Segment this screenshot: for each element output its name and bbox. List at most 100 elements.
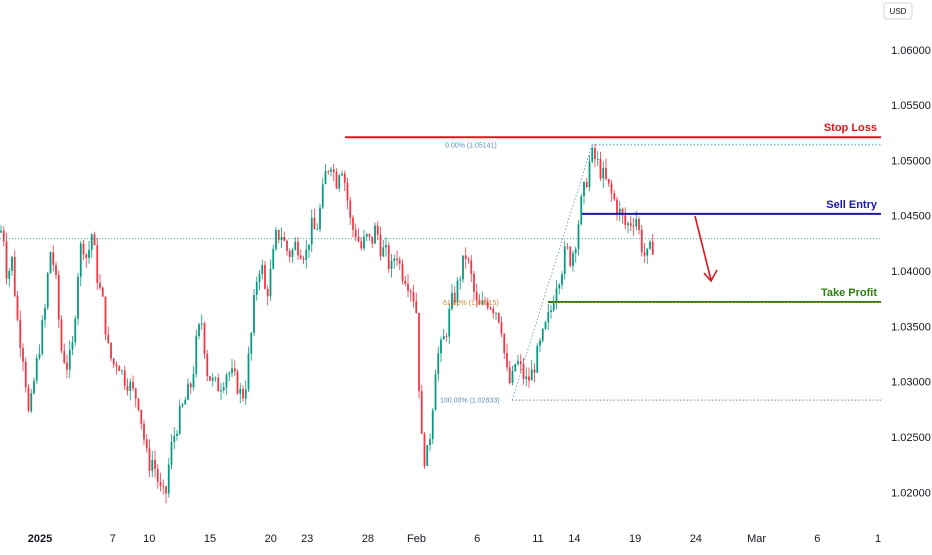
candle [239,382,242,404]
candle [407,274,409,298]
candle [451,283,453,312]
candle [156,463,159,489]
candle [93,231,96,246]
y-tick-label: 1.03500 [891,321,931,333]
candle [46,271,49,310]
candle [649,239,651,250]
candle [244,380,247,405]
candle [187,378,189,401]
x-tick-label: 6 [474,533,480,545]
candle [319,203,321,233]
candle [462,255,464,283]
candle [225,372,228,395]
y-tick-label: 1.02500 [891,432,931,444]
candle [233,360,236,376]
candle [137,397,140,412]
candle [327,169,330,175]
candle [528,367,530,388]
candle [121,369,123,375]
x-tick-label: 1 [875,533,881,545]
candle [27,384,30,413]
currency-button[interactable]: USD [883,2,913,20]
candle [101,286,104,297]
candle [261,259,264,280]
fib-level-label: 100.00% (1.02833) [440,398,500,405]
candle [470,254,473,283]
candle [503,333,506,360]
candle [88,241,90,264]
candle [148,439,151,478]
candle [77,272,79,326]
candle [324,164,327,185]
candle [541,327,544,343]
candle [434,369,437,411]
candle [357,228,360,243]
candle [110,342,112,362]
time-axis: 2025 7 10 15 20 23 28 Feb 6 11 14 19 24 Mar 6 1 [28,533,881,545]
candle [640,225,643,257]
candle [192,366,195,391]
candle [178,399,181,436]
candle [382,239,385,258]
y-tick-label: 1.04500 [891,211,931,223]
y-tick-label: 1.06000 [891,45,931,57]
candle [151,450,154,478]
candle [580,193,583,226]
x-tick-label: Feb [407,533,426,545]
candle [112,357,115,369]
candle [478,294,481,305]
candle [426,444,429,467]
candle [214,376,217,382]
candle [280,227,283,249]
candle [33,377,35,395]
candle [63,343,66,365]
candle [321,178,324,210]
candle [170,434,173,470]
x-tick-label: 24 [690,533,702,545]
candle [38,344,41,361]
candle [376,221,379,241]
candle [481,291,484,306]
candle [605,158,607,181]
candle [143,420,145,445]
candle [398,256,401,271]
candle [354,223,357,242]
candle [577,220,580,256]
candle [308,244,310,259]
candle [379,226,382,261]
candle [330,166,332,177]
arrow-layer [694,215,718,283]
x-tick-label: 6 [814,533,820,545]
candle [118,364,121,371]
candle [310,209,313,252]
candle [484,296,486,306]
candle [49,251,52,274]
candle [632,217,635,236]
candle [561,271,563,290]
candle [66,355,68,379]
candle [198,322,200,340]
candle [313,208,316,230]
candle [24,357,27,393]
x-tick-label: 15 [204,533,216,545]
candle [277,229,280,244]
candle [82,239,85,261]
candle [638,216,640,235]
candle [107,326,110,345]
candle [591,146,594,164]
candle [8,268,11,287]
x-tick-label: 20 [265,533,277,545]
x-tick-label: 2025 [28,533,52,545]
candles-layer [0,143,654,504]
candle [335,168,338,190]
candle [203,321,206,359]
candle [445,332,448,342]
x-tick-label: 14 [568,533,580,545]
candle [167,458,170,498]
price-axis: USD 1.06000 1.05500 1.05000 1.04500 1.04000 1… [881,0,932,550]
candle [173,427,176,450]
candle [341,170,343,177]
candle [555,280,558,310]
candle [140,409,143,430]
